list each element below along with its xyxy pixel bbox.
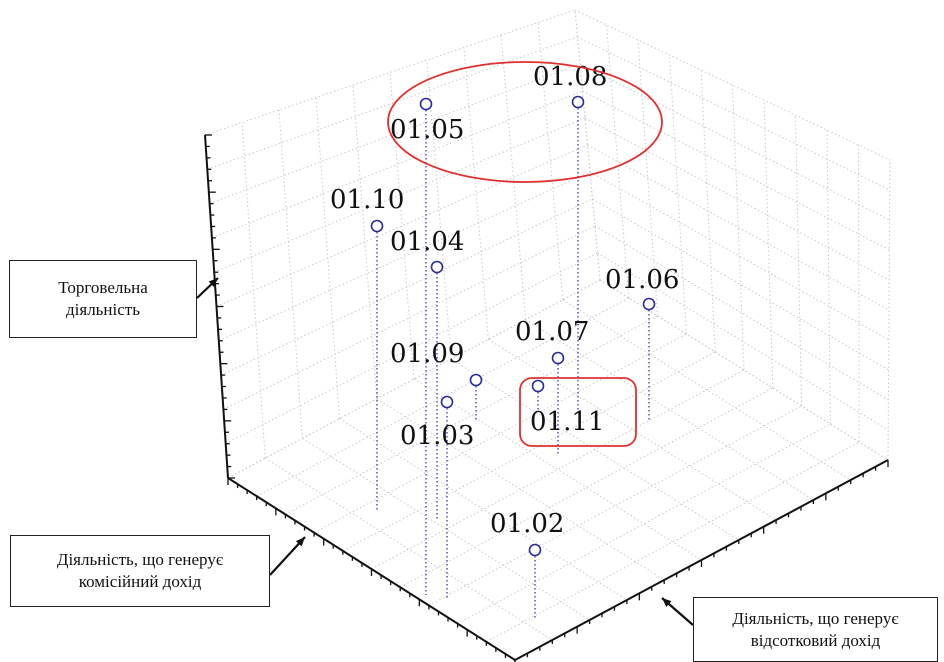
left-wall-grid-line bbox=[537, 22, 564, 300]
left-wall-grid-line bbox=[352, 84, 378, 399]
left-axis-label: Діяльність, що генерує комісійний дохід bbox=[10, 535, 270, 607]
point-label-01.05: 01.05 bbox=[390, 115, 464, 145]
right-wall-grid-line bbox=[732, 84, 745, 371]
floor-grid-line bbox=[428, 405, 802, 606]
left-axis-arrow-head bbox=[295, 537, 305, 547]
right-wall-grid-line bbox=[587, 144, 890, 311]
left-wall-grid-line bbox=[225, 252, 598, 445]
right-wall-grid-line bbox=[574, 9, 601, 281]
right-wall-grid-line bbox=[592, 198, 889, 371]
point-label-01.11: 01.11 bbox=[530, 407, 604, 437]
floor-grid-line bbox=[399, 387, 774, 588]
point-01.03 bbox=[440, 395, 454, 409]
floor-grid-line bbox=[371, 369, 745, 570]
point-label-01.07: 01.07 bbox=[515, 317, 589, 347]
right-wall-grid-line bbox=[579, 63, 890, 221]
floor-grid-line bbox=[525, 319, 814, 501]
left-wall-grid-line bbox=[211, 90, 583, 239]
point-label-01.03: 01.03 bbox=[400, 421, 474, 451]
left-wall-grid-line bbox=[207, 36, 578, 170]
left-wall-grid-line bbox=[204, 9, 576, 136]
point-label-01.04: 01.04 bbox=[390, 227, 464, 257]
point-01.09 bbox=[469, 373, 483, 387]
point-label-01.10: 01.10 bbox=[330, 185, 404, 215]
point-label-01.02: 01.02 bbox=[490, 509, 564, 539]
floor-grid-line bbox=[264, 457, 553, 641]
left-wall-grid-line bbox=[500, 34, 527, 320]
right-wall-grid-line bbox=[606, 24, 630, 299]
point-labels: 01.02 01.03 01.04 01.05 01.06 01.07 01.08 01.09… bbox=[330, 62, 679, 539]
floor-grid-line bbox=[450, 358, 740, 541]
point-stems bbox=[376, 108, 650, 620]
right-wall-grid-line bbox=[582, 90, 890, 251]
floor-grid-line bbox=[313, 333, 687, 534]
axes bbox=[204, 134, 889, 662]
left-wall-grid-line bbox=[223, 225, 596, 410]
point-01.11 bbox=[531, 379, 545, 393]
right-axis-label: Діяльність, що генерує відсотковий дохід bbox=[693, 597, 938, 662]
highlight-ellipse bbox=[387, 61, 663, 183]
floor-grid-line bbox=[413, 378, 702, 561]
point-01.02 bbox=[528, 543, 542, 557]
floor-grid-line bbox=[457, 423, 831, 625]
floor-grid-line bbox=[302, 437, 590, 621]
point-label-01.09: 01.09 bbox=[390, 339, 464, 369]
point-01.08 bbox=[571, 95, 585, 109]
axis-arrows bbox=[196, 277, 694, 626]
right-wall-grid-line bbox=[669, 54, 687, 335]
point-label-01.08: 01.08 bbox=[533, 62, 607, 92]
floor-grid-line bbox=[486, 441, 860, 643]
right-wall-grid-line bbox=[826, 129, 831, 425]
highlight-rect bbox=[519, 377, 637, 447]
vertical-axis-label: Торговельна діяльність bbox=[9, 260, 197, 338]
point-01.10 bbox=[370, 219, 384, 233]
point-01.06 bbox=[642, 297, 656, 311]
floor-grid-line bbox=[562, 299, 851, 481]
right-wall-grid-line bbox=[763, 99, 774, 389]
vertical-axis-arrow-head bbox=[208, 278, 218, 288]
highlight-groups bbox=[387, 61, 663, 447]
point-01.04 bbox=[430, 260, 444, 274]
point-01.07 bbox=[551, 351, 565, 365]
left-wall-grid-line bbox=[389, 72, 415, 380]
right-wall-grid-line bbox=[887, 159, 891, 461]
right-wall-grid-line bbox=[589, 171, 890, 341]
point-label-01.06: 01.06 bbox=[605, 265, 679, 295]
floor-grid-line bbox=[376, 398, 665, 581]
floor-grid-line bbox=[339, 418, 628, 601]
right-wall-grid-line bbox=[594, 225, 889, 401]
right-wall-grid-line bbox=[584, 117, 890, 281]
left-wall-grid-line bbox=[216, 144, 588, 307]
point-01.05 bbox=[419, 97, 433, 111]
left-wall-grid-line bbox=[463, 47, 489, 340]
right-axis-arrow-head bbox=[662, 598, 672, 607]
left-wall-grid-line bbox=[214, 117, 586, 273]
floor-grid-line bbox=[488, 338, 777, 521]
right-wall-grid-line bbox=[597, 252, 889, 431]
data-points bbox=[370, 95, 656, 557]
right-wall-grid-line bbox=[795, 114, 803, 407]
left-wall-grid-line bbox=[220, 198, 593, 376]
